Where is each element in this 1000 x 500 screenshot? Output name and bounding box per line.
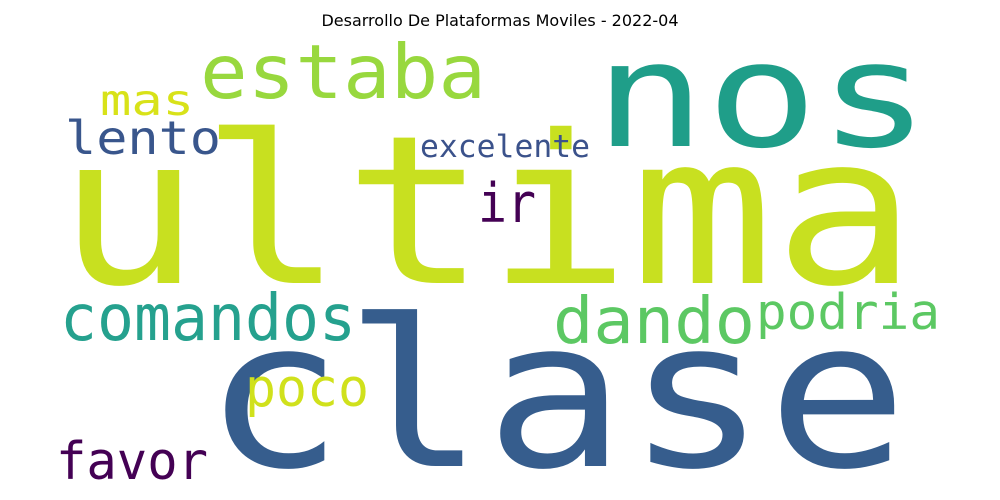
word-dando: dando — [553, 285, 755, 359]
word-ultima: ultima — [57, 91, 917, 332]
word-lento: lento — [65, 111, 221, 165]
word-clase: clase — [203, 277, 908, 500]
word-podria: podria — [756, 284, 940, 341]
word-ir: ir — [478, 172, 536, 235]
word-nos: nos — [594, 11, 930, 181]
word-mas: mas — [100, 76, 194, 126]
word-poco: poco — [245, 358, 369, 419]
word-estaba: estaba — [200, 28, 486, 116]
chart-title: Desarrollo De Plataformas Moviles - 2022… — [321, 11, 679, 30]
word-comandos: comandos — [60, 282, 356, 356]
word-favor: favor — [56, 432, 208, 492]
word-excelente: excelente — [420, 129, 590, 165]
